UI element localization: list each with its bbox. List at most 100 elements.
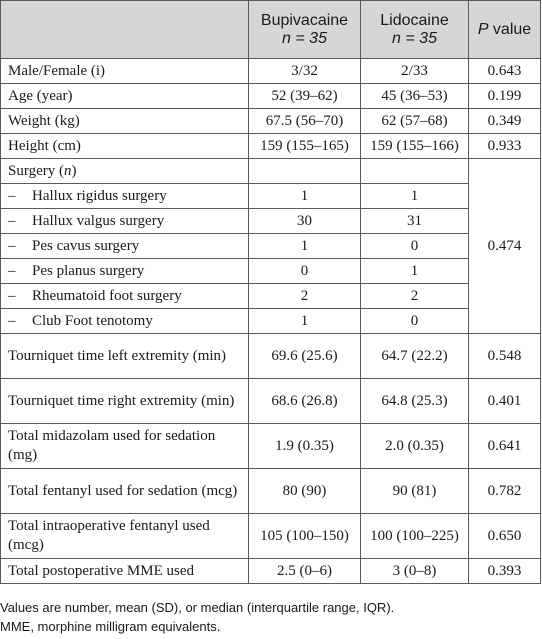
p-value: 0.782 — [468, 468, 541, 514]
lidocaine-value: 64.8 (25.3) — [360, 378, 469, 424]
p-value: 0.643 — [468, 58, 541, 84]
lidocaine-value: 2.0 (0.35) — [360, 423, 469, 469]
footnote: Values are number, mean (SD), or median … — [0, 600, 395, 615]
bupivacaine-value: 1 — [248, 183, 361, 209]
p-value: 0.199 — [468, 83, 541, 109]
header-p-rest: value — [488, 20, 532, 38]
bupivacaine-value: 1 — [248, 233, 361, 259]
table-row: Weight (kg) 67.5 (56–70) 62 (57–68) 0.34… — [0, 108, 541, 134]
p-value: 0.933 — [468, 133, 541, 159]
lidocaine-value: 64.7 (22.2) — [360, 333, 469, 379]
table-row: – Pes cavus surgery 1 0 — [0, 233, 541, 259]
table-row: Total postoperative MME used 2.5 (0–6) 3… — [0, 558, 541, 584]
table-footnotes: Values are number, mean (SD), or median … — [0, 598, 394, 636]
header-bupivacaine: Bupivacaine n = 35 — [248, 0, 361, 59]
lidocaine-value: 2/33 — [360, 58, 469, 84]
surgery-item-text: Pes cavus surgery — [32, 238, 140, 254]
surgery-item-label: – Club Foot tenotomy — [0, 308, 249, 334]
lidocaine-value: 3 (0–8) — [360, 558, 469, 584]
lidocaine-value: 159 (155–166) — [360, 133, 469, 159]
p-value: 0.393 — [468, 558, 541, 584]
bupivacaine-value — [248, 158, 361, 184]
row-label: Total midazolam used for sedation (mg) — [0, 423, 249, 469]
bupivacaine-value: 0 — [248, 258, 361, 284]
table-row: – Hallux rigidus surgery 1 1 — [0, 183, 541, 209]
header-lidocaine-n: n = 35 — [392, 29, 437, 47]
lidocaine-value: 90 (81) — [360, 468, 469, 514]
bupivacaine-value: 69.6 (25.6) — [248, 333, 361, 379]
p-value: 0.548 — [468, 333, 541, 379]
lidocaine-value: 62 (57–68) — [360, 108, 469, 134]
table-row: Tourniquet time right extremity (min) 68… — [0, 378, 541, 424]
table-row: Total midazolam used for sedation (mg) 1… — [0, 423, 541, 469]
dash-glyph: – — [8, 213, 16, 229]
surgery-item-text: Pes planus surgery — [32, 263, 145, 279]
bupivacaine-value: 159 (155–165) — [248, 133, 361, 159]
surgery-item-text: Hallux valgus surgery — [32, 213, 165, 229]
lidocaine-value — [360, 158, 469, 184]
bupivacaine-value: 30 — [248, 208, 361, 234]
surgery-item-label: – Hallux valgus surgery — [0, 208, 249, 234]
surgery-item-text: Hallux rigidus surgery — [32, 188, 167, 204]
header-row: Bupivacaine n = 35 Lidocaine n = 35 P va… — [0, 0, 541, 59]
dash-glyph: – — [8, 313, 16, 329]
p-value: 0.401 — [468, 378, 541, 424]
p-value: 0.650 — [468, 513, 541, 559]
header-lidocaine-label: Lidocaine — [380, 11, 449, 29]
table-row: Total fentanyl used for sedation (mcg) 8… — [0, 468, 541, 514]
surgery-label-n: n — [63, 163, 72, 179]
bupivacaine-value: 2.5 (0–6) — [248, 558, 361, 584]
row-label: Tourniquet time right extremity (min) — [0, 378, 249, 424]
bupivacaine-value: 68.6 (26.8) — [248, 378, 361, 424]
row-label: Height (cm) — [0, 133, 249, 159]
row-label: Age (year) — [0, 83, 249, 109]
p-value: 0.641 — [468, 423, 541, 469]
bupivacaine-value: 1.9 (0.35) — [248, 423, 361, 469]
table-row: Age (year) 52 (39–62) 45 (36–53) 0.199 — [0, 83, 541, 109]
bupivacaine-value: 105 (100–150) — [248, 513, 361, 559]
surgery-item-text: Rheumatoid foot surgery — [32, 288, 182, 304]
header-lidocaine: Lidocaine n = 35 — [360, 0, 469, 59]
surgery-header-row: Surgery (n) 0.474 — [0, 158, 541, 334]
header-empty-cell — [0, 0, 249, 59]
row-label: Total intraoperative fentanyl used (mcg) — [0, 513, 249, 559]
table-row: – Hallux valgus surgery 30 31 — [0, 208, 541, 234]
surgery-p-value: 0.474 — [468, 158, 541, 334]
bupivacaine-value: 80 (90) — [248, 468, 361, 514]
bupivacaine-value: 3/32 — [248, 58, 361, 84]
dash-glyph: – — [8, 188, 16, 204]
table-row: – Club Foot tenotomy 1 0 — [0, 308, 541, 334]
lidocaine-value: 45 (36–53) — [360, 83, 469, 109]
header-p-letter: P — [477, 20, 489, 38]
bupivacaine-value: 2 — [248, 283, 361, 309]
table-row: – Pes planus surgery 0 1 — [0, 258, 541, 284]
bupivacaine-value: 52 (39–62) — [248, 83, 361, 109]
dash-glyph: – — [8, 263, 16, 279]
header-p-value: P value — [468, 0, 541, 59]
row-label: Total postoperative MME used — [0, 558, 249, 584]
header-bupivacaine-label: Bupivacaine — [260, 11, 349, 29]
row-label: Weight (kg) — [0, 108, 249, 134]
dash-glyph: – — [8, 288, 16, 304]
surgery-item-label: – Pes planus surgery — [0, 258, 249, 284]
header-bupivacaine-n: n = 35 — [282, 29, 327, 47]
lidocaine-value: 1 — [360, 183, 469, 209]
surgery-item-label: – Pes cavus surgery — [0, 233, 249, 259]
surgery-item-label: – Hallux rigidus surgery — [0, 183, 249, 209]
demographics-table: Bupivacaine n = 35 Lidocaine n = 35 P va… — [0, 0, 541, 584]
lidocaine-value: 0 — [360, 233, 469, 259]
row-label: Tourniquet time left extremity (min) — [0, 333, 249, 379]
surgery-label: Surgery (n) — [0, 158, 249, 184]
table-row: Tourniquet time left extremity (min) 69.… — [0, 333, 541, 379]
table-row: Height (cm) 159 (155–165) 159 (155–166) … — [0, 133, 541, 159]
bupivacaine-value: 67.5 (56–70) — [248, 108, 361, 134]
row-label: Total fentanyl used for sedation (mcg) — [0, 468, 249, 514]
lidocaine-value: 2 — [360, 283, 469, 309]
lidocaine-value: 100 (100–225) — [360, 513, 469, 559]
lidocaine-value: 31 — [360, 208, 469, 234]
lidocaine-value: 0 — [360, 308, 469, 334]
table-row: – Rheumatoid foot surgery 2 2 — [0, 283, 541, 309]
p-value: 0.349 — [468, 108, 541, 134]
table-row: Male/Female (i) 3/32 2/33 0.643 — [0, 58, 541, 84]
